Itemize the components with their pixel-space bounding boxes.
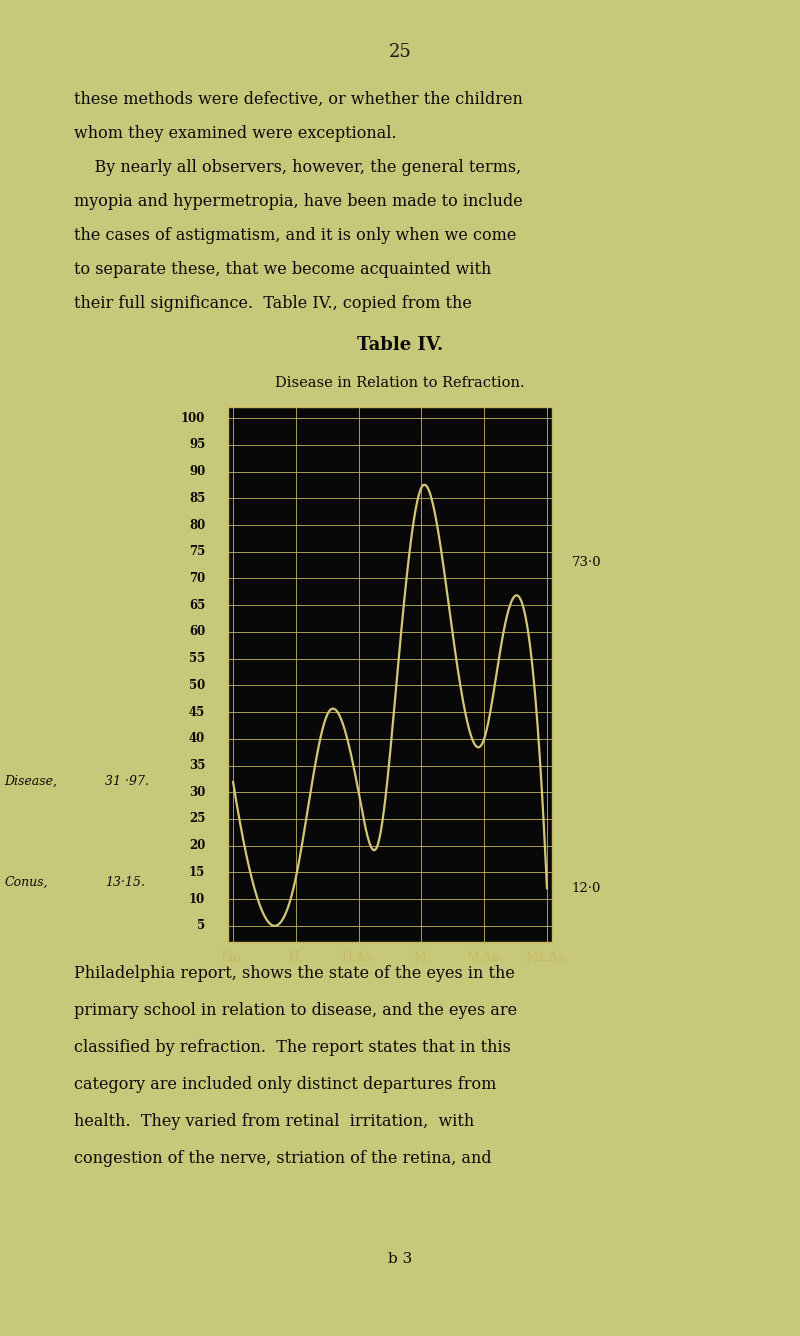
Text: 5: 5: [197, 919, 205, 933]
Text: 12·0: 12·0: [572, 882, 602, 895]
Text: Disease in Relation to Refraction.: Disease in Relation to Refraction.: [275, 377, 525, 390]
Text: 20: 20: [189, 839, 205, 852]
Text: Table IV.: Table IV.: [357, 335, 443, 354]
Text: 31 ·97.: 31 ·97.: [105, 775, 149, 788]
Text: 40: 40: [189, 732, 205, 745]
Text: 100: 100: [181, 411, 205, 425]
Text: 85: 85: [189, 492, 205, 505]
Text: 50: 50: [189, 679, 205, 692]
Text: 70: 70: [189, 572, 205, 585]
Text: primary school in relation to disease, and the eyes are: primary school in relation to disease, a…: [74, 1002, 517, 1019]
Text: 60: 60: [189, 625, 205, 639]
Text: to separate these, that we become acquainted with: to separate these, that we become acquai…: [74, 261, 491, 278]
Text: whom they examined were exceptional.: whom they examined were exceptional.: [74, 126, 396, 142]
Text: 25: 25: [389, 43, 411, 61]
Text: their full significance.  Table IV., copied from the: their full significance. Table IV., copi…: [74, 295, 471, 311]
Text: 75: 75: [189, 545, 205, 558]
Text: classified by refraction.  The report states that in this: classified by refraction. The report sta…: [74, 1039, 510, 1055]
Text: 55: 55: [189, 652, 205, 665]
Text: category are included only distinct departures from: category are included only distinct depa…: [74, 1075, 496, 1093]
Text: myopia and hypermetropia, have been made to include: myopia and hypermetropia, have been made…: [74, 192, 522, 210]
Text: By nearly all observers, however, the general terms,: By nearly all observers, however, the ge…: [74, 159, 521, 176]
Text: congestion of the nerve, striation of the retina, and: congestion of the nerve, striation of th…: [74, 1150, 491, 1166]
Text: 45: 45: [189, 705, 205, 719]
Text: the cases of astigmatism, and it is only when we come: the cases of astigmatism, and it is only…: [74, 227, 516, 244]
Text: 15: 15: [189, 866, 205, 879]
Text: Conus,: Conus,: [5, 876, 48, 888]
Text: 30: 30: [189, 786, 205, 799]
Text: 13·15.: 13·15.: [105, 876, 145, 888]
Text: 73·0: 73·0: [572, 556, 602, 569]
Text: 95: 95: [189, 438, 205, 452]
Text: 10: 10: [189, 892, 205, 906]
Text: 65: 65: [189, 599, 205, 612]
Text: 25: 25: [189, 812, 205, 826]
Text: Philadelphia report, shows the state of the eyes in the: Philadelphia report, shows the state of …: [74, 965, 514, 982]
Text: these methods were defective, or whether the children: these methods were defective, or whether…: [74, 91, 522, 108]
Text: b 3: b 3: [388, 1252, 412, 1267]
Text: Disease,: Disease,: [5, 775, 58, 788]
Text: health.  They varied from retinal  irritation,  with: health. They varied from retinal irritat…: [74, 1113, 474, 1130]
Text: 90: 90: [189, 465, 205, 478]
Text: 80: 80: [189, 518, 205, 532]
Text: 35: 35: [189, 759, 205, 772]
